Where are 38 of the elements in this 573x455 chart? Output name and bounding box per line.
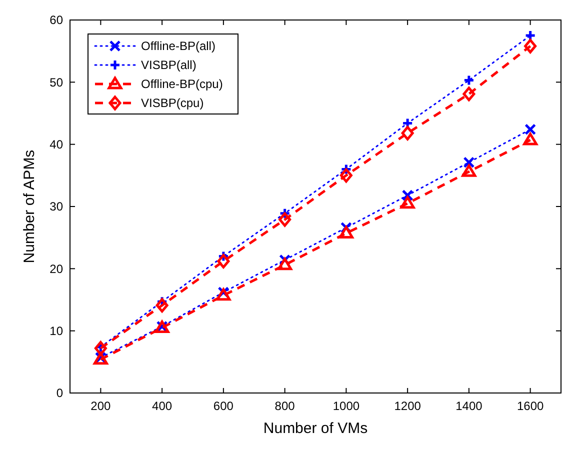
y-tick-label: 30	[50, 200, 64, 214]
point	[217, 254, 230, 268]
point	[340, 168, 352, 183]
point	[462, 86, 476, 102]
legend-label: VISBP(cpu)	[141, 96, 204, 110]
point	[524, 124, 536, 136]
x-tick-label: 800	[274, 399, 296, 413]
x-axis-title: Number of VMs	[263, 420, 368, 437]
y-tick-label: 10	[50, 324, 64, 338]
x-tick-label: 1000	[332, 399, 360, 413]
point	[216, 288, 231, 301]
point	[400, 196, 415, 209]
legend-label: Offline-BP(cpu)	[141, 77, 223, 92]
point	[278, 258, 292, 270]
x-tick-label: 1600	[516, 399, 544, 413]
point	[401, 126, 414, 140]
point	[338, 226, 354, 238]
point	[523, 132, 538, 146]
y-tick-label: 0	[56, 386, 64, 400]
x-tick-label: 1400	[456, 399, 483, 413]
point	[278, 212, 292, 227]
y-tick-label: 60	[50, 13, 64, 28]
x-tick-label: 1200	[394, 399, 422, 413]
point	[524, 30, 536, 42]
point	[94, 340, 107, 356]
y-axis-title: Number of APMs	[21, 150, 38, 264]
point	[463, 74, 475, 86]
point	[156, 298, 168, 313]
point	[462, 164, 476, 177]
x-tick-label: 600	[213, 399, 234, 413]
point	[524, 38, 537, 54]
x-tick-label: 200	[90, 399, 112, 413]
x-tick-label: 400	[152, 399, 172, 413]
y-tick-label: 50	[50, 75, 64, 90]
legend-label: Offline-BP(all)	[141, 39, 216, 54]
y-tick-label: 40	[50, 138, 64, 152]
legend-label: VISBP(all)	[141, 58, 196, 72]
y-tick-label: 20	[50, 262, 64, 276]
